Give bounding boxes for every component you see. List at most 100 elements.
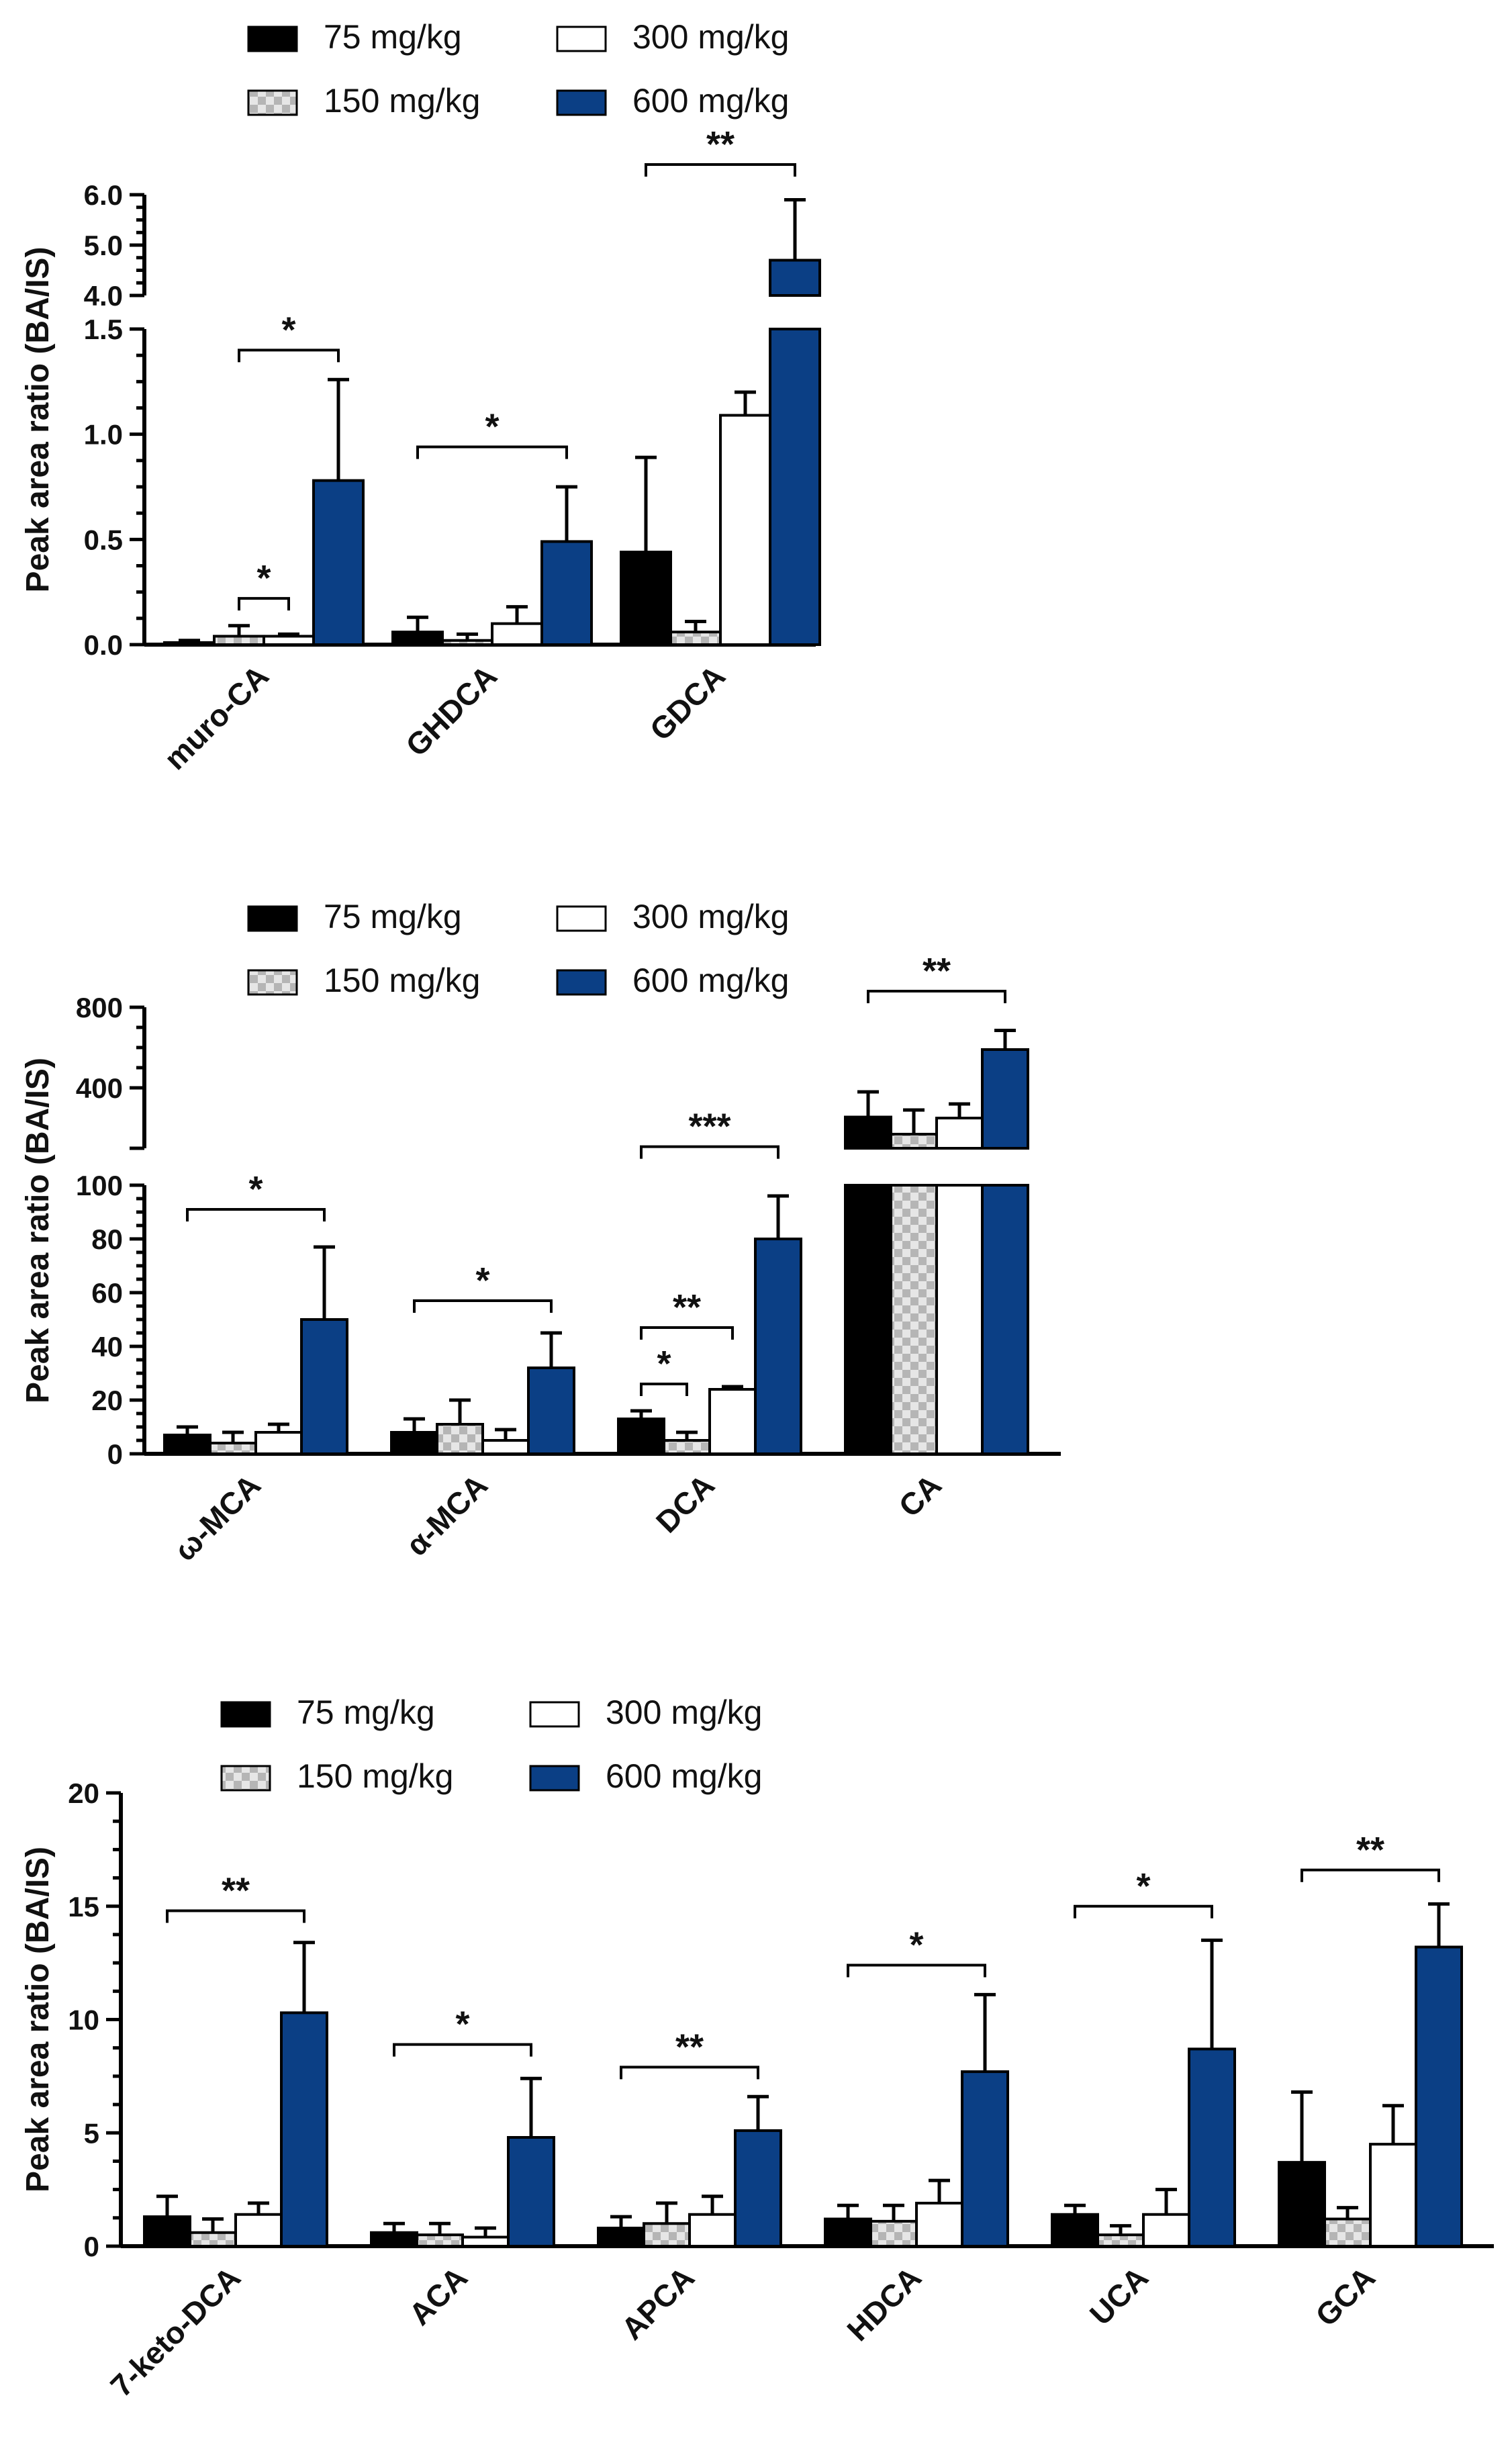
legend-swatch-600-mg-kg: [556, 969, 607, 996]
legend-swatch-150-mg-kg: [247, 969, 298, 996]
y-lower-tick-label-20: 20: [68, 1777, 99, 1809]
bar-GDCA-150-mg-kg: [669, 631, 722, 647]
bar-muro-CA-150-mg-kg: [213, 635, 265, 647]
significance-bracket: [640, 1326, 734, 1340]
significance-label: *: [1136, 1866, 1150, 1906]
bar-UCA-75-mg-kg: [1051, 2213, 1099, 2248]
category-label-UCA: UCA: [1083, 2260, 1155, 2331]
significance-label: *: [256, 558, 271, 598]
y-lower-tick-label-1.0: 1.0: [84, 419, 123, 451]
bar-APCA-75-mg-kg: [597, 2227, 645, 2248]
y-lower-tick-label-80: 80: [91, 1223, 123, 1255]
significance-label: *: [485, 406, 499, 447]
bar-CA-150-mg-kg-lower: [890, 1184, 938, 1455]
bar--MCA-300-mg-kg: [481, 1439, 530, 1455]
significance-label: *: [248, 1169, 263, 1209]
legend-label-600-mg-kg: 600 mg/kg: [632, 962, 789, 999]
panel-2: 75 mg/kg 150 mg/kg 300 mg/kg 600 mg/kg 0 20 40…: [20, 898, 1061, 1567]
bar-UCA-300-mg-kg: [1142, 2213, 1190, 2248]
bar-APCA-150-mg-kg: [643, 2222, 691, 2248]
legend-swatch-150-mg-kg: [247, 89, 298, 116]
y-upper-tick-label-400: 400: [76, 1072, 123, 1104]
significance-label: **: [673, 1287, 701, 1328]
significance-label: *: [657, 1344, 671, 1384]
panel-3: 75 mg/kg 150 mg/kg 300 mg/kg 600 mg/kg 0 5 10 1…: [20, 1694, 1494, 2403]
legend-label-150-mg-kg: 150 mg/kg: [324, 82, 480, 120]
category-label-DCA: DCA: [649, 1467, 721, 1539]
bar-ACA-150-mg-kg: [416, 2233, 464, 2248]
legend-swatch-75-mg-kg: [247, 26, 298, 52]
category-label-GDCA: GDCA: [643, 658, 733, 747]
legend-label-600-mg-kg: 600 mg/kg: [632, 82, 789, 120]
significance-bracket: [867, 990, 1006, 1003]
category-label--MCA: ω-MCA: [167, 1467, 267, 1567]
bar-GDCA-300-mg-kg: [719, 414, 771, 646]
significance-label: **: [706, 124, 735, 165]
bar--MCA-600-mg-kg: [527, 1367, 575, 1455]
significance-bracket: [847, 1963, 986, 1978]
category-label-muro-CA: muro-CA: [157, 658, 275, 776]
y-lower-tick-label-1.5: 1.5: [84, 314, 123, 345]
bar-CA-300-mg-kg-lower: [935, 1184, 984, 1455]
bar-DCA-300-mg-kg: [708, 1388, 757, 1455]
bar-7-keto-DCA-75-mg-kg: [143, 2215, 191, 2248]
significance-bracket: [645, 163, 796, 177]
significance-bracket: [166, 1909, 305, 1923]
y-lower-tick-label-20: 20: [91, 1385, 123, 1416]
y-axis-label: Peak area ratio (BA/IS): [20, 247, 56, 593]
bar-CA-600-mg-kg-lower: [981, 1184, 1029, 1455]
significance-label: *: [909, 1925, 923, 1965]
panel-1: 75 mg/kg 150 mg/kg 300 mg/kg 600 mg/kg 0.0 0.…: [20, 18, 821, 776]
bar-7-keto-DCA-600-mg-kg: [280, 2011, 328, 2248]
legend-swatch-75-mg-kg: [247, 905, 298, 932]
bar--MCA-150-mg-kg: [436, 1423, 484, 1455]
y-lower-tick-label-10: 10: [68, 2004, 99, 2036]
legend-label-150-mg-kg: 150 mg/kg: [324, 962, 480, 999]
bar-HDCA-150-mg-kg: [869, 2219, 918, 2248]
bar-HDCA-600-mg-kg: [961, 2070, 1009, 2248]
bar-GHDCA-75-mg-kg: [391, 631, 444, 647]
y-lower-tick-label-0.0: 0.0: [84, 629, 123, 661]
bar-HDCA-75-mg-kg: [824, 2217, 872, 2248]
bar-GDCA-75-mg-kg: [620, 551, 672, 647]
category-label-APCA: APCA: [614, 2260, 701, 2346]
bar-CA-300-mg-kg: [935, 1117, 984, 1150]
legend-swatch-300-mg-kg: [529, 1701, 580, 1728]
bar--MCA-150-mg-kg: [209, 1442, 257, 1455]
significance-label: ***: [688, 1107, 730, 1147]
bar-HDCA-300-mg-kg: [915, 2201, 963, 2248]
bar-muro-CA-75-mg-kg: [163, 641, 216, 646]
category-label--MCA: α-MCA: [399, 1467, 494, 1563]
legend-label-75-mg-kg: 75 mg/kg: [324, 18, 462, 56]
category-label-HDCA: HDCA: [840, 2260, 928, 2348]
y-axis-label: Peak area ratio (BA/IS): [20, 1058, 56, 1403]
significance-bracket: [238, 349, 340, 363]
significance-bracket: [640, 1383, 688, 1396]
category-label-ACA: ACA: [402, 2260, 474, 2331]
legend-label-300-mg-kg: 300 mg/kg: [606, 1694, 762, 1731]
y-lower-tick-label-5: 5: [84, 2117, 99, 2149]
bar--MCA-75-mg-kg: [163, 1434, 211, 1455]
bar-UCA-600-mg-kg: [1188, 2047, 1236, 2248]
bar-UCA-150-mg-kg: [1096, 2233, 1145, 2248]
y-upper-tick-label-4.0: 4.0: [84, 280, 123, 312]
y-lower-tick-label-0: 0: [84, 2231, 99, 2262]
legend-swatch-300-mg-kg: [556, 905, 607, 932]
bar-GHDCA-150-mg-kg: [441, 639, 493, 647]
significance-bracket: [238, 597, 290, 611]
significance-bracket: [1301, 1868, 1440, 1882]
bar-CA-75-mg-kg: [844, 1115, 892, 1150]
category-label-CA: CA: [892, 1467, 948, 1524]
legend-label-75-mg-kg: 75 mg/kg: [324, 898, 462, 935]
significance-bracket: [416, 445, 568, 459]
bar-GHDCA-300-mg-kg: [491, 622, 543, 647]
y-lower-tick-label-15: 15: [68, 1891, 99, 1923]
category-label-GHDCA: GHDCA: [399, 658, 504, 763]
y-lower-tick-label-40: 40: [91, 1331, 123, 1362]
y-upper-tick-label-6.0: 6.0: [84, 179, 123, 211]
significance-label: **: [675, 2027, 704, 2067]
y-axis-label: Peak area ratio (BA/IS): [20, 1847, 56, 2192]
legend-label-75-mg-kg: 75 mg/kg: [297, 1694, 435, 1731]
y-lower-tick-label-0.5: 0.5: [84, 524, 123, 555]
